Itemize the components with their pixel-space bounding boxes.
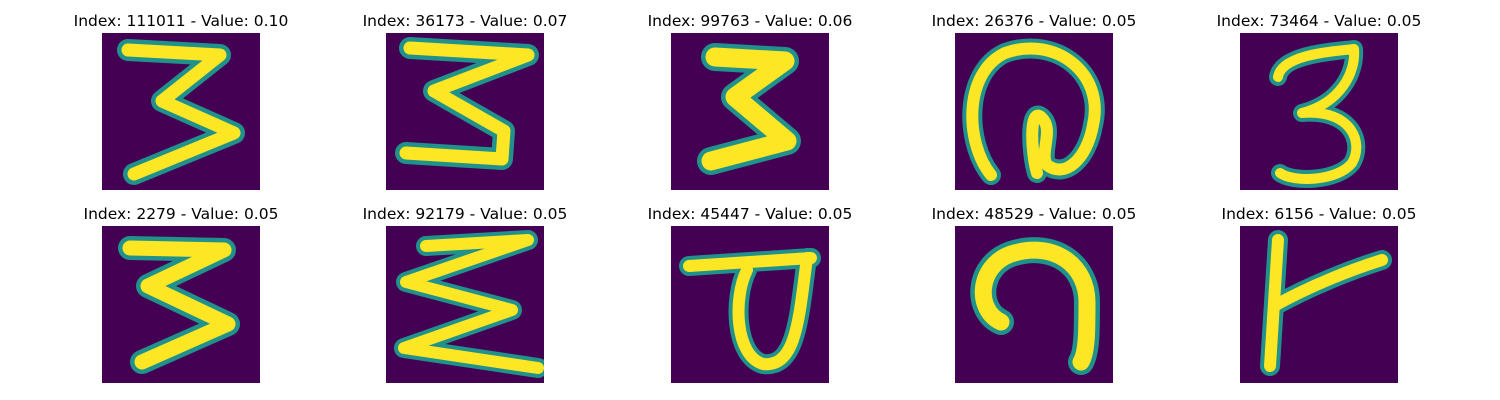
- digit-image: [386, 226, 544, 383]
- panel-title: Index: 36173 - Value: 0.07: [362, 12, 568, 30]
- digit-image: [671, 226, 829, 383]
- panel-title: Index: 111011 - Value: 0.10: [73, 12, 289, 30]
- panel-title: Index: 99763 - Value: 0.06: [647, 12, 853, 30]
- digit-image: [671, 33, 829, 190]
- panel-title: Index: 48529 - Value: 0.05: [931, 205, 1137, 223]
- digit-image: [102, 226, 260, 383]
- digit-image: [1240, 226, 1398, 383]
- panel-title: Index: 92179 - Value: 0.05: [362, 205, 568, 223]
- panel-title: Index: 6156 - Value: 0.05: [1221, 205, 1417, 223]
- panel-title: Index: 73464 - Value: 0.05: [1216, 12, 1422, 30]
- panel-title: Index: 26376 - Value: 0.05: [931, 12, 1137, 30]
- panel-title: Index: 2279 - Value: 0.05: [83, 205, 279, 223]
- digit-image: [386, 33, 544, 190]
- digit-image: [102, 33, 260, 190]
- digit-image: [955, 33, 1113, 190]
- digit-image: [955, 226, 1113, 383]
- panel-title: Index: 45447 - Value: 0.05: [647, 205, 853, 223]
- digit-image: [1240, 33, 1398, 190]
